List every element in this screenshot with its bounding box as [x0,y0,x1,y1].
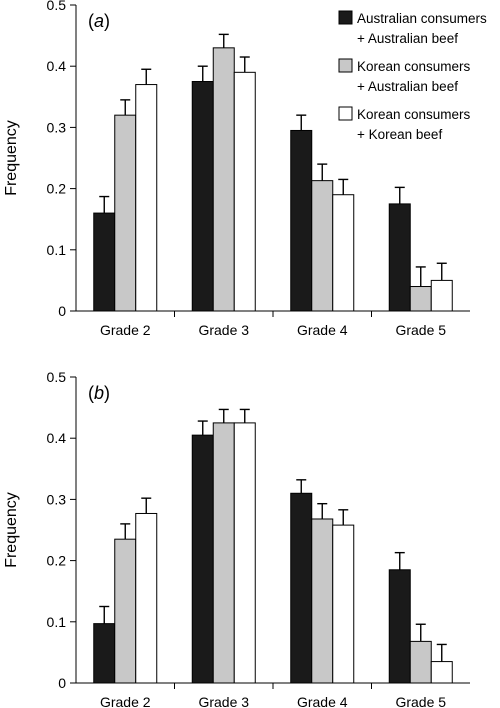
y-tick-label: 0 [58,675,66,691]
x-tick-label: Grade 4 [297,694,348,708]
bar [430,661,453,684]
legend-swatch [338,106,353,121]
chart-panel-a: 0 0.1 0.2 0.3 0.4 0.5 Frequency Grade 2 Grade 3 G… [3,0,487,338]
legend-entry: + Australian beef [357,79,458,94]
x-tick-label: Grade 3 [198,322,249,338]
y-tick-label: 0.4 [47,58,67,74]
bar [233,71,256,312]
y-tick-label: 0.1 [47,242,67,258]
x-tick-label: Grade 3 [198,694,249,708]
legend-entry: + Korean beef [357,127,442,142]
y-tick-label: 0.1 [47,614,67,630]
legend-entry: Korean consumers [357,59,471,74]
y-axis-label: Frequency [3,492,20,568]
bar [332,524,355,684]
bar [135,84,158,312]
bar [311,180,334,312]
x-tick-label: Grade 2 [100,322,151,338]
legend: Australian consumers + Australian beef Kor… [338,10,487,142]
y-tick-label: 0.3 [47,119,67,135]
bar [311,518,334,684]
y-tick-label: 0.4 [47,430,67,446]
bar [114,538,137,684]
bar [409,640,432,684]
bar [93,623,116,684]
legend-swatch [338,58,353,73]
panel-label: (b) [88,383,110,403]
bar [290,492,313,684]
legend-entry: Australian consumers [357,11,487,26]
bar [93,212,116,312]
x-tick-label: Grade 4 [297,322,348,338]
bar [191,434,214,684]
x-tick-label: Grade 5 [395,694,446,708]
y-tick-label: 0.5 [47,0,67,13]
y-tick-label: 0 [58,303,66,319]
y-tick-label: 0.2 [47,181,67,197]
x-tick-label: Grade 2 [100,694,151,708]
bar [430,279,453,312]
bar [233,422,256,684]
bar [409,286,432,312]
bar [135,512,158,684]
bar [290,129,313,312]
panel-label: (a) [88,11,110,31]
legend-entry: + Australian beef [357,31,458,46]
bar [388,203,411,312]
bar [114,114,137,312]
legend-swatch [338,10,353,25]
bar [191,81,214,312]
bar [212,47,235,312]
chart-panel-b: 0 0.1 0.2 0.3 0.4 0.5 Frequency Grade 2 Grade 3 G… [3,369,470,708]
bar [212,422,235,684]
bar [332,194,355,312]
y-tick-label: 0.2 [47,553,67,569]
bar [388,569,411,684]
x-tick-label: Grade 5 [395,322,446,338]
y-tick-label: 0.3 [47,491,67,507]
legend-entry: Korean consumers [357,107,471,122]
y-axis-label: Frequency [3,120,20,196]
y-tick-label: 0.5 [47,369,67,385]
